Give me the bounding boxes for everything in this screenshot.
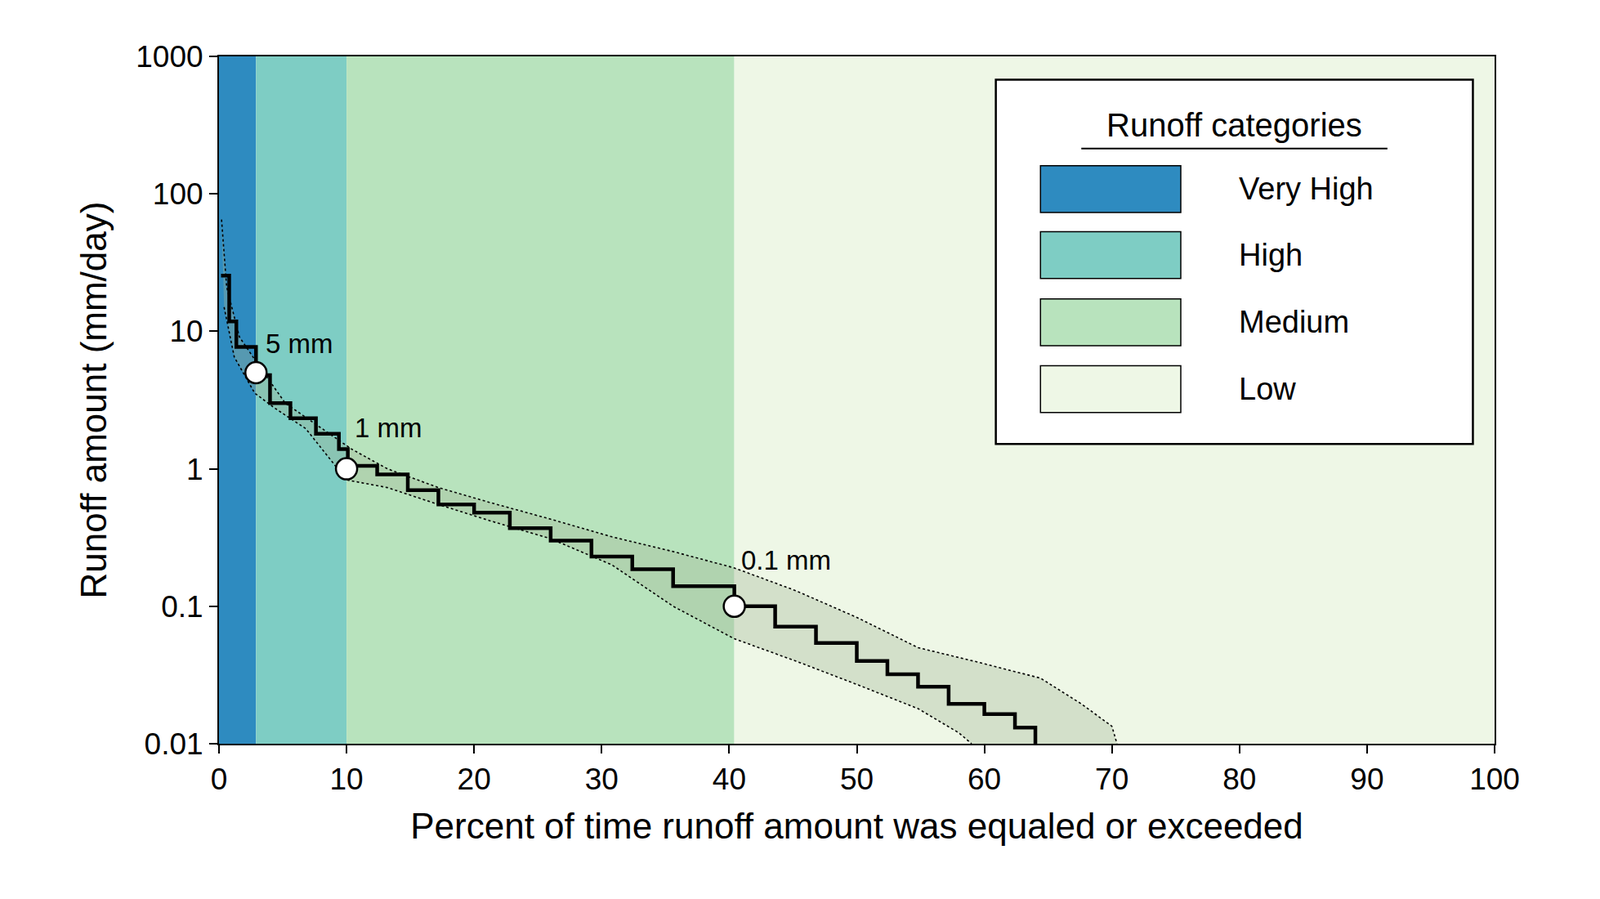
svg-text:0.1: 0.1 — [160, 589, 203, 624]
svg-text:Low: Low — [1238, 371, 1297, 407]
svg-text:0.1 mm: 0.1 mm — [741, 545, 832, 576]
svg-text:60: 60 — [967, 762, 1002, 796]
svg-text:1: 1 — [186, 452, 204, 487]
svg-text:Percent of time runoff amount: Percent of time runoff amount was equale… — [410, 805, 1304, 846]
svg-text:70: 70 — [1094, 762, 1129, 796]
svg-text:Runoff amount (mm/day): Runoff amount (mm/day) — [73, 201, 114, 599]
svg-text:100: 100 — [1469, 762, 1520, 796]
svg-text:90: 90 — [1349, 762, 1384, 796]
svg-text:Medium: Medium — [1238, 304, 1350, 340]
svg-text:10: 10 — [169, 314, 203, 349]
svg-text:1 mm: 1 mm — [354, 412, 423, 443]
svg-text:High: High — [1238, 237, 1303, 273]
svg-text:100: 100 — [152, 177, 204, 211]
svg-text:Very High: Very High — [1238, 171, 1374, 206]
svg-text:20: 20 — [457, 762, 492, 796]
svg-text:Runoff categories: Runoff categories — [1106, 107, 1363, 144]
svg-text:50: 50 — [840, 762, 874, 796]
svg-text:1000: 1000 — [135, 40, 203, 74]
svg-text:80: 80 — [1222, 762, 1256, 796]
svg-text:0: 0 — [210, 762, 228, 796]
svg-text:0.01: 0.01 — [144, 727, 204, 761]
svg-text:30: 30 — [585, 762, 619, 796]
svg-text:5 mm: 5 mm — [265, 328, 334, 359]
svg-text:10: 10 — [330, 762, 364, 796]
svg-text:40: 40 — [712, 762, 747, 796]
